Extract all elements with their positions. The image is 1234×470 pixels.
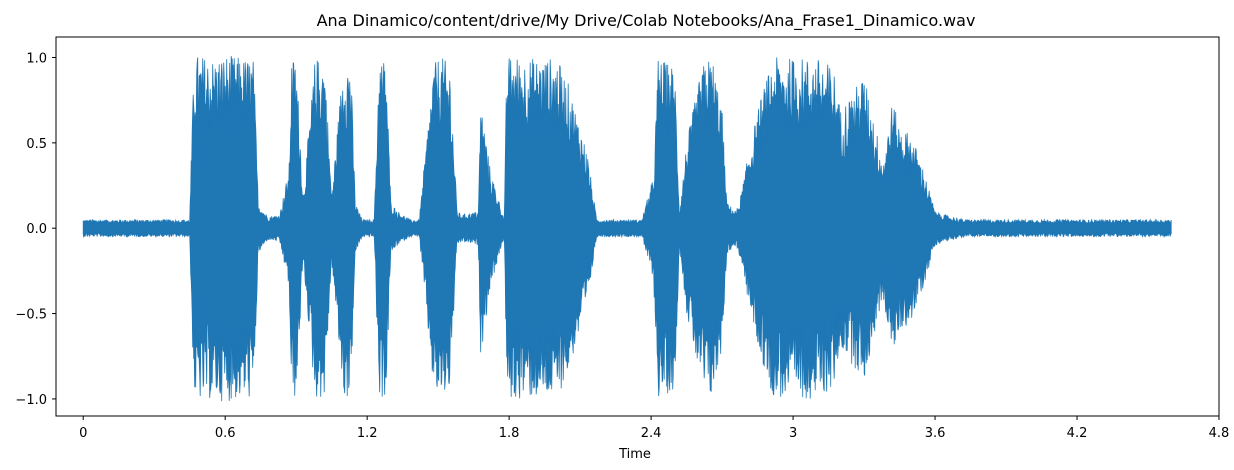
y-tick-label: 1.0 bbox=[26, 51, 47, 66]
plot-area bbox=[82, 55, 1172, 402]
x-axis-label: Time bbox=[618, 447, 651, 462]
x-tick-label: 4.2 bbox=[1067, 426, 1088, 441]
x-tick-label: 1.8 bbox=[499, 426, 520, 441]
y-axis-ticks: −1.0 −0.5 0.0 0.5 1.0 bbox=[15, 51, 56, 408]
waveform-series bbox=[82, 55, 1172, 402]
y-tick-label: 0.0 bbox=[26, 222, 47, 237]
x-tick-label: 3.6 bbox=[925, 426, 946, 441]
x-tick-label: 0 bbox=[79, 426, 87, 441]
y-tick-label: −0.5 bbox=[15, 308, 47, 323]
x-tick-label: 1.2 bbox=[357, 426, 378, 441]
x-tick-label: 0.6 bbox=[215, 426, 236, 441]
chart-title: Ana Dinamico/content/drive/My Drive/Cola… bbox=[317, 11, 976, 31]
y-tick-label: 0.5 bbox=[26, 137, 47, 152]
axes-frame bbox=[55, 36, 1220, 417]
x-tick-label: 4.8 bbox=[1209, 426, 1230, 441]
y-tick-label: −1.0 bbox=[15, 393, 47, 408]
x-tick-label: 2.4 bbox=[641, 426, 662, 441]
x-axis-ticks: 0 0.6 1.2 1.8 2.4 3 3.6 4.2 4.8 bbox=[79, 416, 1229, 441]
x-tick-label: 3 bbox=[789, 426, 797, 441]
